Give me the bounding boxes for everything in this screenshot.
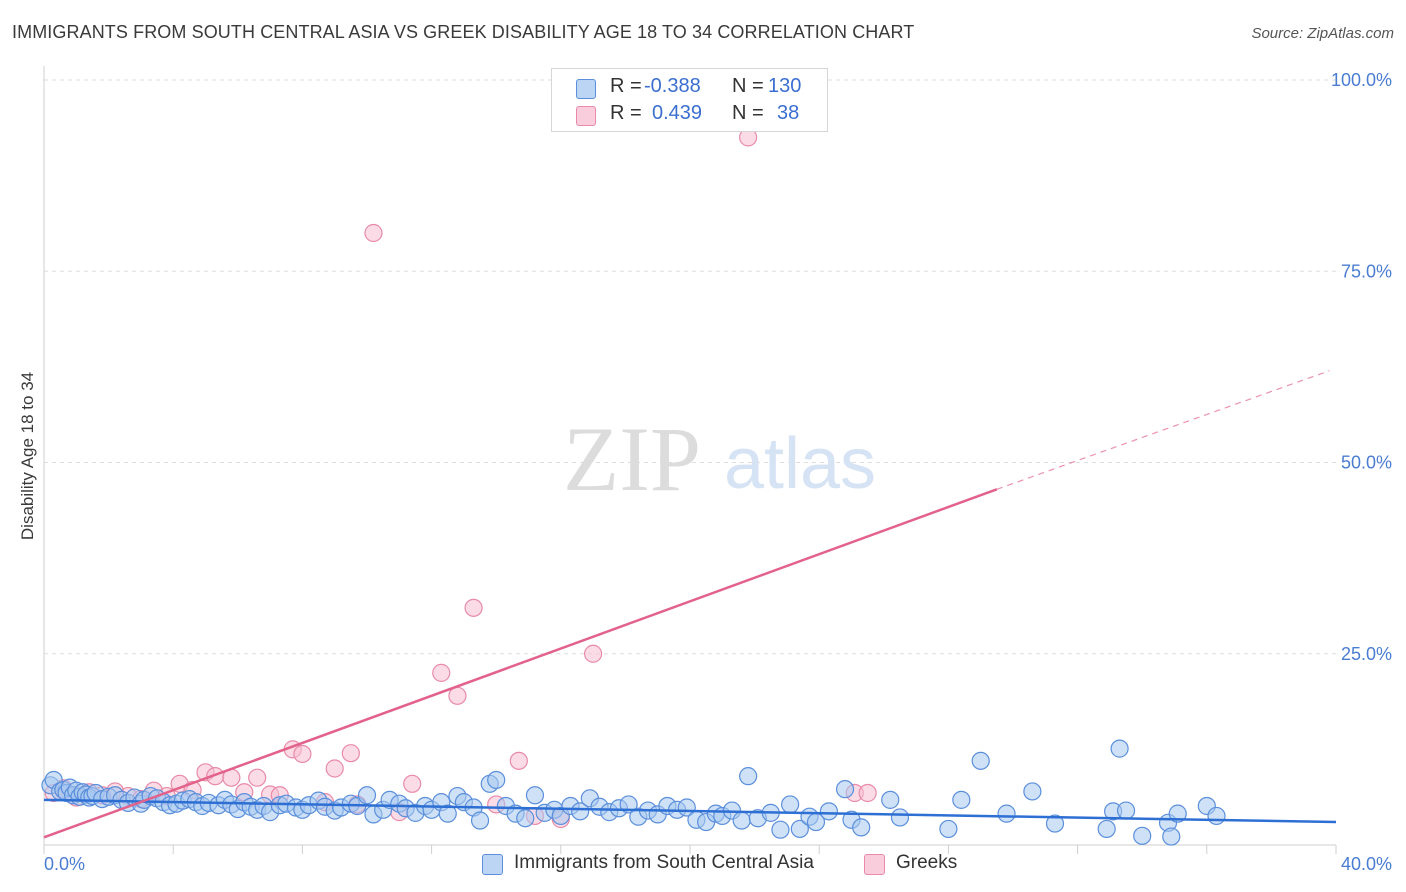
greeks-point: [325, 759, 344, 778]
greeks-point: [509, 751, 528, 770]
legend-n-label: N =: [732, 75, 764, 97]
greeks-point: [364, 223, 383, 243]
south-central-asia-point: [881, 790, 900, 809]
south-central-asia-points: [41, 739, 1226, 846]
axes: [43, 66, 1337, 854]
legend-n-value: 130: [768, 75, 802, 97]
south-central-asia-point: [357, 786, 377, 805]
y-tick-label: 50.0%: [1341, 453, 1392, 473]
south-central-asia-point: [835, 780, 855, 799]
x-tick-label: 0.0%: [44, 854, 85, 874]
legend-n-value: 38: [777, 102, 800, 124]
south-central-asia-point: [1023, 782, 1042, 801]
south-central-asia-point: [890, 808, 910, 827]
south-central-asia-point: [470, 811, 490, 830]
legend-r-label: R =: [610, 102, 642, 124]
watermark-atlas: atlas: [724, 424, 876, 504]
greeks-point: [248, 768, 267, 787]
chart-title: IMMIGRANTS FROM SOUTH CENTRAL ASIA VS GR…: [12, 22, 915, 42]
legend-r-label: R =: [610, 75, 642, 97]
south-central-asia-point: [516, 809, 535, 828]
south-central-asia-point: [1045, 814, 1065, 833]
south-central-asia-point: [819, 802, 838, 821]
greeks-point: [583, 644, 603, 663]
legend-n-label: N =: [732, 102, 764, 124]
greeks-trend-extension: [996, 370, 1330, 490]
south-central-asia-trend-line: [43, 798, 1337, 824]
y-tick-label: 100.0%: [1331, 70, 1392, 90]
south-central-asia-point: [939, 819, 958, 839]
south-central-asia-point: [771, 820, 790, 839]
south-central-asia-point: [790, 819, 809, 839]
south-central-asia-point: [571, 802, 590, 821]
legend-swatch-blue: [576, 79, 596, 99]
south-central-asia-point: [971, 751, 990, 770]
greeks-point: [448, 686, 467, 705]
south-central-asia-point: [781, 795, 800, 814]
south-central-asia-point: [1110, 739, 1129, 758]
x-tick-label: 40.0%: [1341, 854, 1392, 874]
greeks-point: [341, 744, 360, 763]
south-central-asia-point: [1162, 827, 1181, 846]
bottom-legend-swatch-blue: [482, 854, 503, 875]
legend-r-value: -0.388: [644, 75, 701, 97]
greeks-point: [464, 598, 483, 617]
watermark-zip: ZIP: [563, 408, 701, 510]
south-central-asia-point: [438, 804, 457, 823]
south-central-asia-point: [1207, 806, 1226, 826]
south-central-asia-point: [525, 786, 545, 805]
south-central-asia-point: [739, 767, 758, 786]
bottom-legend-swatch-pink: [864, 854, 885, 875]
trend-lines: [43, 370, 1337, 839]
y-tick-label: 25.0%: [1341, 644, 1392, 664]
south-central-asia-point: [852, 818, 871, 837]
greeks-point: [293, 744, 312, 764]
south-central-asia-point: [1097, 819, 1116, 839]
greeks-point: [403, 774, 422, 793]
greeks-point: [858, 783, 877, 803]
south-central-asia-point: [952, 790, 971, 809]
south-central-asia-point: [1168, 804, 1187, 823]
bottom-legend-label: Greeks: [896, 852, 958, 873]
south-central-asia-point: [1133, 826, 1152, 845]
south-central-asia-point: [997, 804, 1016, 823]
tick-labels: 100.0% 75.0% 50.0% 25.0% 0.0% 40.0%: [44, 70, 1392, 874]
grid-lines: [44, 79, 1336, 655]
greeks-trend-line: [43, 488, 998, 839]
south-central-asia-point: [1116, 801, 1136, 820]
legend-r-value: 0.439: [652, 102, 703, 124]
correlation-legend: R = -0.388 N = 130 R = 0.439 N = 38: [551, 68, 828, 132]
south-central-asia-point: [732, 811, 751, 830]
south-central-asia-point: [487, 770, 506, 790]
legend-swatch-pink: [576, 106, 596, 126]
greeks-point: [432, 663, 451, 682]
bottom-legend-label: Immigrants from South Central Asia: [514, 852, 814, 873]
source-label: Source: ZipAtlas.com: [1251, 25, 1394, 42]
y-tick-label: 75.0%: [1341, 261, 1392, 281]
